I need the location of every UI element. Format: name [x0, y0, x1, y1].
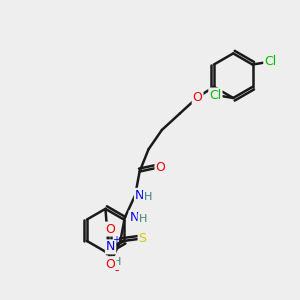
Text: H: H — [138, 214, 147, 224]
Text: +: + — [112, 236, 120, 245]
Text: O: O — [106, 258, 116, 271]
Text: N: N — [130, 211, 139, 224]
Text: O: O — [193, 91, 202, 104]
Text: O: O — [106, 223, 116, 236]
Text: Cl: Cl — [209, 88, 221, 101]
Text: N: N — [106, 240, 115, 254]
Text: N: N — [105, 257, 115, 270]
Text: Cl: Cl — [264, 55, 277, 68]
Text: O: O — [155, 160, 165, 174]
Text: N: N — [135, 189, 144, 202]
Text: H: H — [113, 257, 122, 267]
Text: H: H — [144, 192, 152, 202]
Text: S: S — [139, 232, 147, 245]
Text: -: - — [114, 264, 119, 277]
